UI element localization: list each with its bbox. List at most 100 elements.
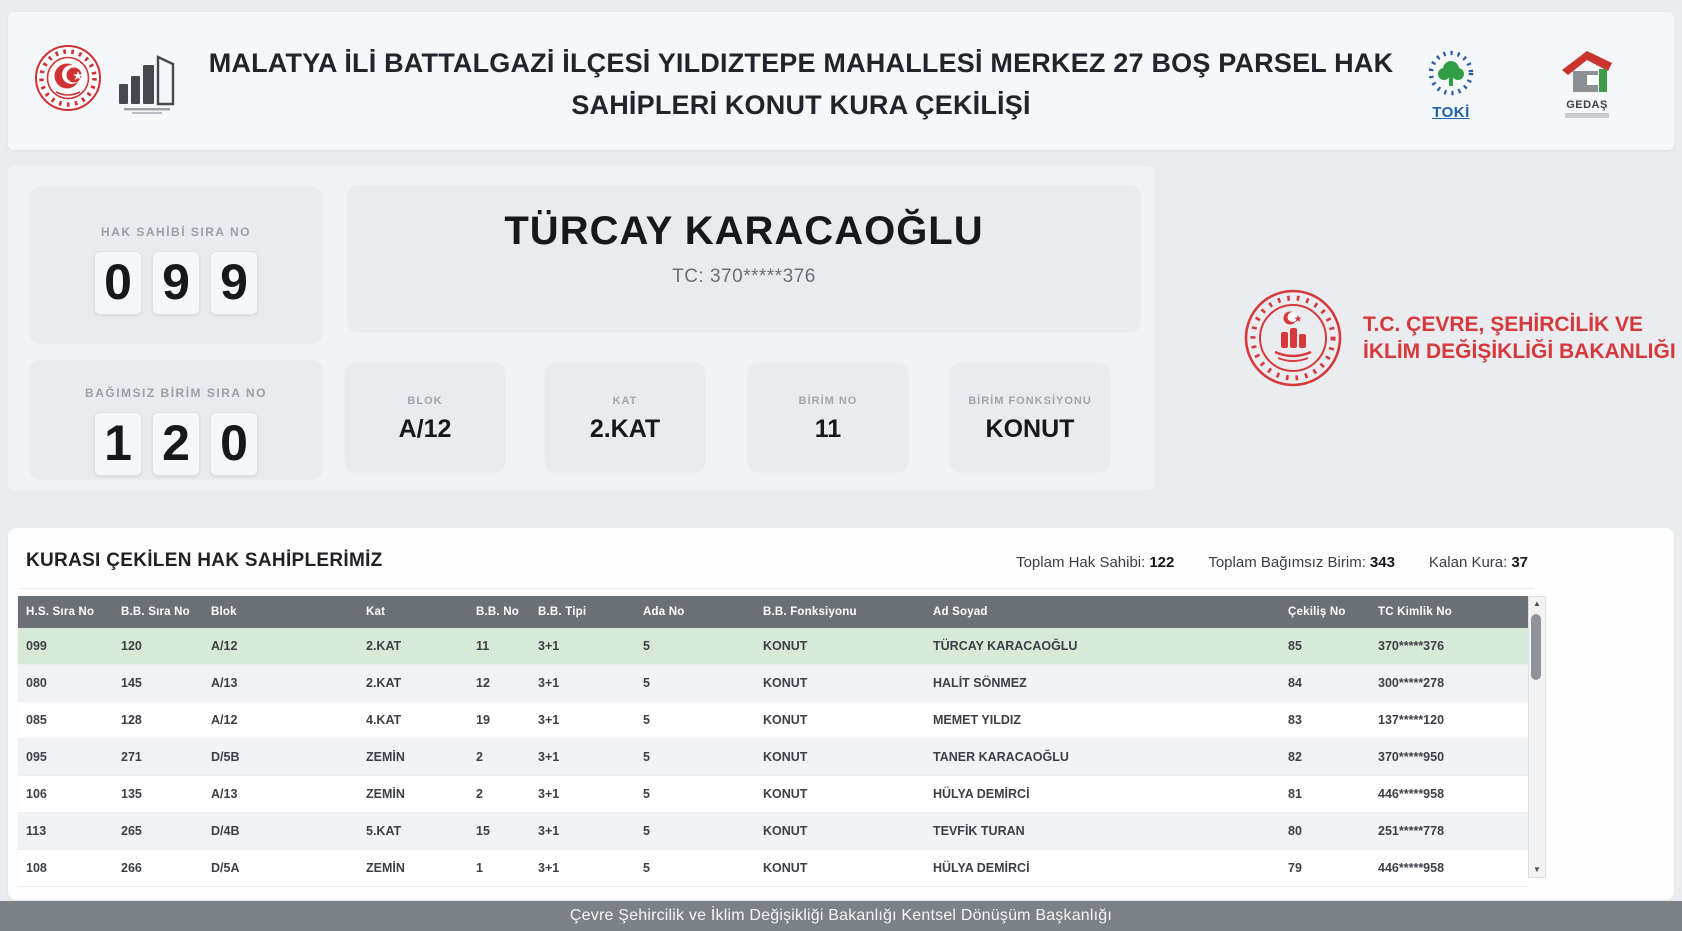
table-cell: D/4B — [203, 812, 358, 850]
table-cell: 2 — [468, 738, 530, 776]
stat-value: 122 — [1149, 554, 1175, 571]
table-cell: D/5A — [203, 849, 358, 887]
scroll-down-arrow[interactable]: ▼ — [1533, 865, 1541, 874]
table-cell: 5 — [635, 701, 755, 739]
page-title: MALATYA İLİ BATTALGAZİ İLÇESİ YILDIZTEPE… — [198, 42, 1404, 126]
column-header: Ad Soyad — [925, 596, 1280, 628]
table-cell: 84 — [1280, 664, 1370, 702]
table-cell: 099 — [18, 628, 113, 665]
table-cell: 3+1 — [530, 775, 635, 813]
column-header: B.B. Tipi — [530, 596, 635, 628]
stat-total-hak-sahibi: Toplam Hak Sahibi: 122 — [1016, 554, 1174, 571]
table-cell: A/13 — [203, 664, 358, 702]
table-cell: MEMET YILDIZ — [925, 701, 1280, 739]
table-row: 080 145 A/13 2.KAT 12 3+1 5 KONUT HALİT SÖNMEZ 84… — [18, 664, 1528, 702]
gedas-logo: GEDAŞ — [1556, 48, 1618, 118]
government-seal-icon — [35, 45, 101, 111]
table-cell: KONUT — [755, 664, 925, 702]
page-title-line2: SAHİPLERİ KONUT KURA ÇEKİLİŞİ — [571, 90, 1031, 120]
table-cell: 19 — [468, 701, 530, 739]
table-row: 106 135 A/13 ZEMİN 2 3+1 5 KONUT HÜLYA DEMİRCİ 81… — [18, 775, 1528, 813]
table-cell: 81 — [1280, 775, 1370, 813]
results-card: KURASI ÇEKİLEN HAK SAHİPLERİMİZ Toplam H… — [8, 528, 1674, 900]
table-cell: 113 — [18, 812, 113, 850]
column-header: Kat — [358, 596, 468, 628]
table-cell: 80 — [1280, 812, 1370, 850]
ministry-seal-icon — [1244, 289, 1342, 387]
table-cell: 5 — [635, 775, 755, 813]
digit-box: 1 — [94, 412, 142, 476]
table-cell: 265 — [113, 812, 203, 850]
blok-label: BLOK — [407, 395, 443, 407]
results-table: H.S. Sıra No B.B. Sıra No Blok Kat B.B. No B.… — [18, 596, 1528, 887]
blok-value: A/12 — [398, 415, 452, 443]
digit-box: 0 — [94, 251, 142, 315]
table-cell: KONUT — [755, 812, 925, 850]
stat-total-bagimsiz-birim: Toplam Bağımsız Birim: 343 — [1208, 554, 1395, 571]
table-cell: 446*****958 — [1370, 775, 1528, 813]
table-cell: 108 — [18, 849, 113, 887]
table-cell: 3+1 — [530, 812, 635, 850]
table-cell: 120 — [113, 628, 203, 665]
ministry-name-line1: T.C. ÇEVRE, ŞEHİRCİLİK VE — [1363, 313, 1644, 336]
table-cell: A/12 — [203, 628, 358, 665]
column-header: Blok — [203, 596, 358, 628]
footer-bar: Çevre Şehircilik ve İklim Değişikliği Ba… — [0, 901, 1682, 931]
table-cell: KONUT — [755, 738, 925, 776]
table-cell: 266 — [113, 849, 203, 887]
hak-sahibi-digits: 0 9 9 — [30, 251, 322, 315]
table-cell: 145 — [113, 664, 203, 702]
stat-label: Toplam Hak Sahibi: — [1016, 554, 1146, 571]
table-cell: KONUT — [755, 701, 925, 739]
table-cell: 5 — [635, 812, 755, 850]
table-cell: 5 — [635, 628, 755, 665]
winner-name: TÜRCAY KARACAOĞLU — [504, 209, 984, 253]
table-cell: KONUT — [755, 628, 925, 665]
bagimsiz-birim-digits: 1 2 0 — [30, 412, 322, 476]
divider — [20, 588, 1534, 589]
table-cell: ZEMİN — [358, 775, 468, 813]
column-header: H.S. Sıra No — [18, 596, 113, 628]
scrollbar-thumb[interactable] — [1531, 614, 1541, 680]
ministry-name: T.C. ÇEVRE, ŞEHİRCİLİK VE İKLİM DEĞİŞİKL… — [1363, 311, 1676, 365]
table-cell: 82 — [1280, 738, 1370, 776]
toki-label: TOKİ — [1432, 104, 1470, 121]
stat-value: 343 — [1369, 554, 1395, 571]
kat-label: KAT — [612, 395, 638, 407]
table-cell: 446*****958 — [1370, 849, 1528, 887]
table-cell: 370*****950 — [1370, 738, 1528, 776]
stat-label: Kalan Kura: — [1428, 554, 1508, 571]
table-scrollbar[interactable]: ▲ ▼ — [1528, 596, 1546, 878]
column-header: Ada No — [635, 596, 755, 628]
table-cell: TEVFİK TURAN — [925, 812, 1280, 850]
birim-no-card: BİRİM NO 11 — [748, 363, 908, 471]
kentsel-donusum-logo-icon — [119, 55, 175, 114]
birim-no-value: 11 — [814, 415, 842, 443]
table-header-row: H.S. Sıra No B.B. Sıra No Blok Kat B.B. No B.… — [18, 596, 1528, 628]
hak-sahibi-card: HAK SAHİBİ SIRA NO 0 9 9 — [30, 187, 322, 342]
scroll-up-arrow[interactable]: ▲ — [1533, 599, 1541, 608]
table-cell: A/13 — [203, 775, 358, 813]
table-cell: KONUT — [755, 849, 925, 887]
table-cell: 2 — [468, 775, 530, 813]
table-cell: 135 — [113, 775, 203, 813]
table-cell: HALİT SÖNMEZ — [925, 664, 1280, 702]
table-cell: TÜRCAY KARACAOĞLU — [925, 628, 1280, 665]
birim-fonksiyonu-card: BİRİM FONKSİYONU KONUT — [950, 363, 1110, 471]
column-header: Çekiliş No — [1280, 596, 1370, 628]
birim-fonksiyonu-value: KONUT — [985, 415, 1075, 443]
table-cell: 85 — [1280, 628, 1370, 665]
column-header: TC Kimlik No — [1370, 596, 1528, 628]
table-cell: 3+1 — [530, 738, 635, 776]
results-title: KURASI ÇEKİLEN HAK SAHİPLERİMİZ — [26, 550, 383, 571]
table-cell: 5.KAT — [358, 812, 468, 850]
ministry-name-line2: İKLİM DEĞİŞİKLİĞİ BAKANLIĞI — [1363, 340, 1676, 363]
table-cell: 128 — [113, 701, 203, 739]
table-cell: ZEMİN — [358, 849, 468, 887]
table-cell: 251*****778 — [1370, 812, 1528, 850]
table-cell: 2.KAT — [358, 628, 468, 665]
table-cell: 4.KAT — [358, 701, 468, 739]
table-cell: 106 — [18, 775, 113, 813]
current-draw-panel: HAK SAHİBİ SIRA NO 0 9 9 BAĞIMSIZ BİRİM … — [8, 166, 1154, 490]
winner-name-card: TÜRCAY KARACAOĞLU TC: 370*****376 — [348, 185, 1140, 331]
